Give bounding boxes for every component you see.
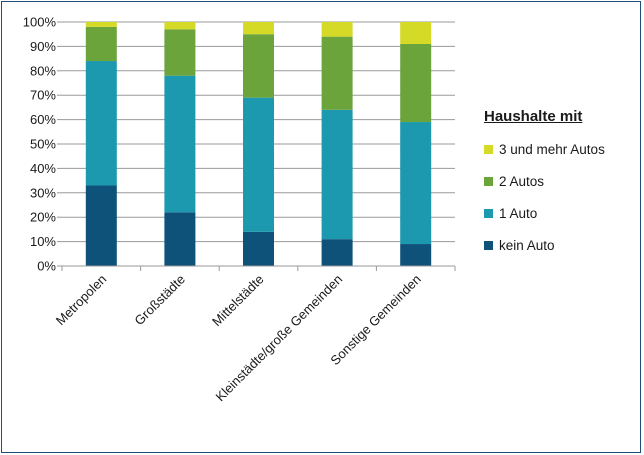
legend-label: 2 Autos bbox=[499, 173, 545, 189]
y-tick-label: 60% bbox=[30, 112, 56, 127]
y-tick-label: 50% bbox=[30, 137, 56, 152]
bar-segment bbox=[400, 244, 432, 266]
bar-segment bbox=[164, 212, 196, 266]
bar-segment bbox=[400, 122, 432, 245]
y-axis-ticks: 0% 10% 20% 30% 40% 50% 60% 70% 80% 90% 100% bbox=[23, 15, 62, 274]
bar-segment bbox=[85, 26, 117, 62]
bar-segment bbox=[85, 61, 117, 186]
bar-segment bbox=[164, 29, 196, 76]
x-axis-ticks bbox=[61, 266, 456, 271]
bar-segment bbox=[400, 43, 432, 123]
legend-item: kein Auto bbox=[484, 237, 605, 253]
legend-swatch bbox=[484, 208, 493, 218]
bar-segment bbox=[321, 22, 353, 37]
y-tick-label: 0% bbox=[37, 259, 56, 274]
y-tick-label: 20% bbox=[30, 210, 56, 225]
y-tick-label: 30% bbox=[30, 185, 56, 200]
bar-segment bbox=[321, 239, 353, 266]
legend-swatch bbox=[484, 176, 493, 186]
bar-segment bbox=[85, 22, 117, 27]
bar-segment bbox=[321, 109, 353, 240]
legend-label: 1 Auto bbox=[499, 205, 538, 221]
bar-segment bbox=[164, 22, 196, 30]
bar-segment bbox=[243, 34, 274, 98]
legend-item: 1 Auto bbox=[484, 205, 605, 221]
x-category-label: Metropolen bbox=[53, 272, 110, 329]
legend-title: Haushalte mit bbox=[484, 108, 583, 125]
legend-items: 3 und mehr Autos 2 Autos 1 Auto kein Auto bbox=[484, 141, 605, 253]
x-category-label: Kleinstädte/große Gemeinden bbox=[212, 272, 345, 405]
legend-label: 3 und mehr Autos bbox=[499, 141, 605, 157]
legend: Haushalte mit 3 und mehr Autos 2 Autos 1 A… bbox=[484, 108, 605, 269]
legend-swatch bbox=[484, 240, 493, 250]
y-tick-label: 40% bbox=[30, 161, 56, 176]
y-tick-label: 10% bbox=[30, 234, 56, 249]
legend-label: kein Auto bbox=[499, 237, 555, 253]
legend-swatch bbox=[484, 144, 493, 154]
y-tick-label: 80% bbox=[30, 63, 56, 78]
bar-segment bbox=[400, 22, 432, 44]
x-axis-labels: Metropolen Großstädte MittelstädteKleinstä… bbox=[53, 272, 424, 405]
y-tick-label: 100% bbox=[23, 15, 57, 30]
y-tick-label: 70% bbox=[30, 88, 56, 103]
bar-segment bbox=[243, 97, 274, 232]
bars bbox=[85, 22, 432, 266]
bar-segment bbox=[243, 231, 274, 266]
bar-segment bbox=[164, 75, 196, 213]
bar-segment bbox=[321, 36, 353, 110]
bar-segment bbox=[85, 185, 117, 266]
legend-item: 2 Autos bbox=[484, 173, 605, 189]
x-category-label: Großstädte bbox=[131, 272, 188, 329]
x-category-label: Sonstige Gemeinden bbox=[327, 272, 423, 368]
y-tick-label: 90% bbox=[30, 39, 56, 54]
legend-item: 3 und mehr Autos bbox=[484, 141, 605, 157]
bar-segment bbox=[243, 22, 274, 35]
x-category-label: Mittelstädte bbox=[209, 272, 267, 330]
